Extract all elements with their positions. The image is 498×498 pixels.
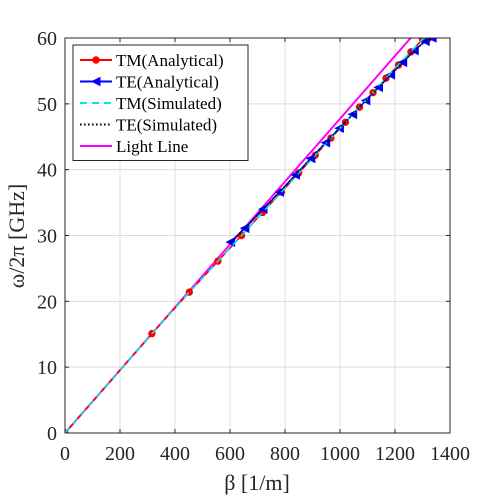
x-axis-label: β [1/m] bbox=[224, 470, 290, 495]
legend-marker-tm-analytical bbox=[92, 56, 100, 64]
y-tick-label: 40 bbox=[37, 160, 57, 182]
legend-label-light-line: Light Line bbox=[116, 137, 188, 156]
legend-label-te-simulated: TE(Simulated) bbox=[116, 116, 217, 135]
series-layer bbox=[65, 38, 437, 433]
series-line-tm-simulated bbox=[65, 38, 428, 433]
data-point-te-analytical bbox=[239, 223, 250, 234]
x-tick-label: 800 bbox=[270, 443, 300, 465]
legend: TM(Analytical) TE(Analytical) TM(Simulated… bbox=[72, 44, 249, 161]
legend-marker-te-analytical bbox=[90, 76, 101, 87]
legend-box bbox=[72, 44, 249, 161]
x-tick-label: 1000 bbox=[320, 443, 360, 465]
series-line-te-simulated bbox=[229, 38, 433, 243]
legend-label-tm-simulated: TM(Simulated) bbox=[116, 94, 222, 113]
y-tick-label: 10 bbox=[37, 357, 57, 379]
y-tick-label: 30 bbox=[37, 226, 57, 248]
y-axis-label: ω/2π [GHz] bbox=[4, 184, 29, 288]
y-tick-label: 50 bbox=[37, 94, 57, 116]
y-tick-label: 60 bbox=[37, 28, 57, 50]
x-tick-label: 0 bbox=[60, 443, 70, 465]
y-tick-label: 20 bbox=[37, 291, 57, 313]
legend-label-te-analytical: TE(Analytical) bbox=[116, 73, 219, 92]
data-point-te-analytical bbox=[420, 38, 430, 47]
x-tick-label: 200 bbox=[105, 443, 135, 465]
y-tick-label: 0 bbox=[47, 423, 57, 445]
x-tick-label: 1400 bbox=[430, 443, 470, 465]
x-tick-label: 400 bbox=[160, 443, 190, 465]
ticks: 0 200 400 600 800 1000 1200 1400 0 10 20 30 40 50 60 bbox=[37, 28, 470, 465]
data-point-te-analytical bbox=[305, 153, 316, 164]
x-tick-label: 600 bbox=[215, 443, 245, 465]
x-tick-label: 1200 bbox=[375, 443, 415, 465]
legend-label-tm-analytical: TM(Analytical) bbox=[116, 51, 224, 70]
